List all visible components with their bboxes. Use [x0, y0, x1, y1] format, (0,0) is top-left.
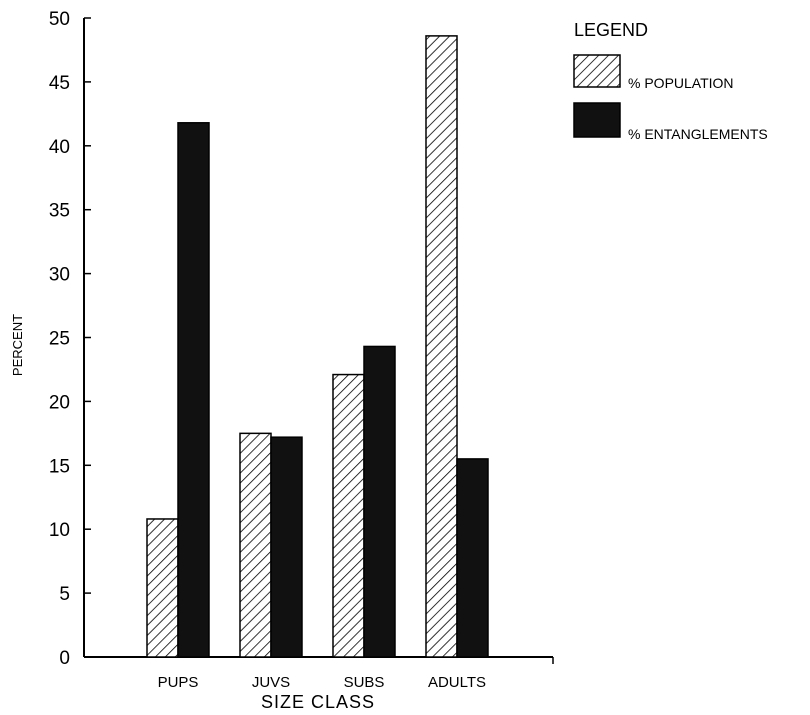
bar-population-pups [146, 518, 179, 658]
y-tick-label: 30 [49, 265, 70, 286]
y-tick-label: 50 [49, 9, 70, 30]
y-tick-label: 40 [49, 137, 70, 158]
y-tick-label: 5 [59, 584, 70, 605]
legend-title: LEGEND [574, 20, 648, 40]
y-axis: 0 5 10 15 20 25 30 35 40 45 50 [49, 9, 91, 669]
x-tick-label: PUPS [158, 674, 199, 691]
legend-label-population: % POPULATION [628, 75, 734, 91]
y-axis-title: PERCENT [10, 314, 25, 376]
bar-population-juvs [239, 432, 272, 658]
x-tick-label: ADULTS [428, 674, 486, 691]
bars-group [146, 35, 489, 658]
y-tick-label: 15 [49, 456, 70, 477]
legend-swatch-entanglements [573, 102, 621, 138]
y-tick-label: 25 [49, 329, 70, 350]
legend: LEGEND % POPULATION % ENTANGLEMENTS [573, 20, 768, 142]
bar-entanglements-adults [456, 458, 489, 658]
legend-label-entanglements: % ENTANGLEMENTS [628, 126, 768, 142]
y-tick-label: 0 [59, 648, 70, 669]
legend-swatch-population [573, 54, 621, 88]
y-tick-label: 10 [49, 520, 70, 541]
y-tick-label: 45 [49, 73, 70, 94]
bar-population-adults [425, 35, 458, 658]
x-tick-label: JUVS [252, 674, 290, 691]
x-axis: PUPS JUVS SUBS ADULTS [84, 656, 554, 691]
bar-population-subs [332, 373, 365, 658]
x-tick-label: SUBS [344, 674, 385, 691]
bar-entanglements-pups [177, 122, 210, 658]
bar-entanglements-juvs [270, 436, 303, 658]
bar-entanglements-subs [363, 345, 396, 658]
y-tick-label: 20 [49, 392, 70, 413]
y-tick-label: 35 [49, 201, 70, 222]
x-axis-title: SIZE CLASS [261, 692, 375, 712]
